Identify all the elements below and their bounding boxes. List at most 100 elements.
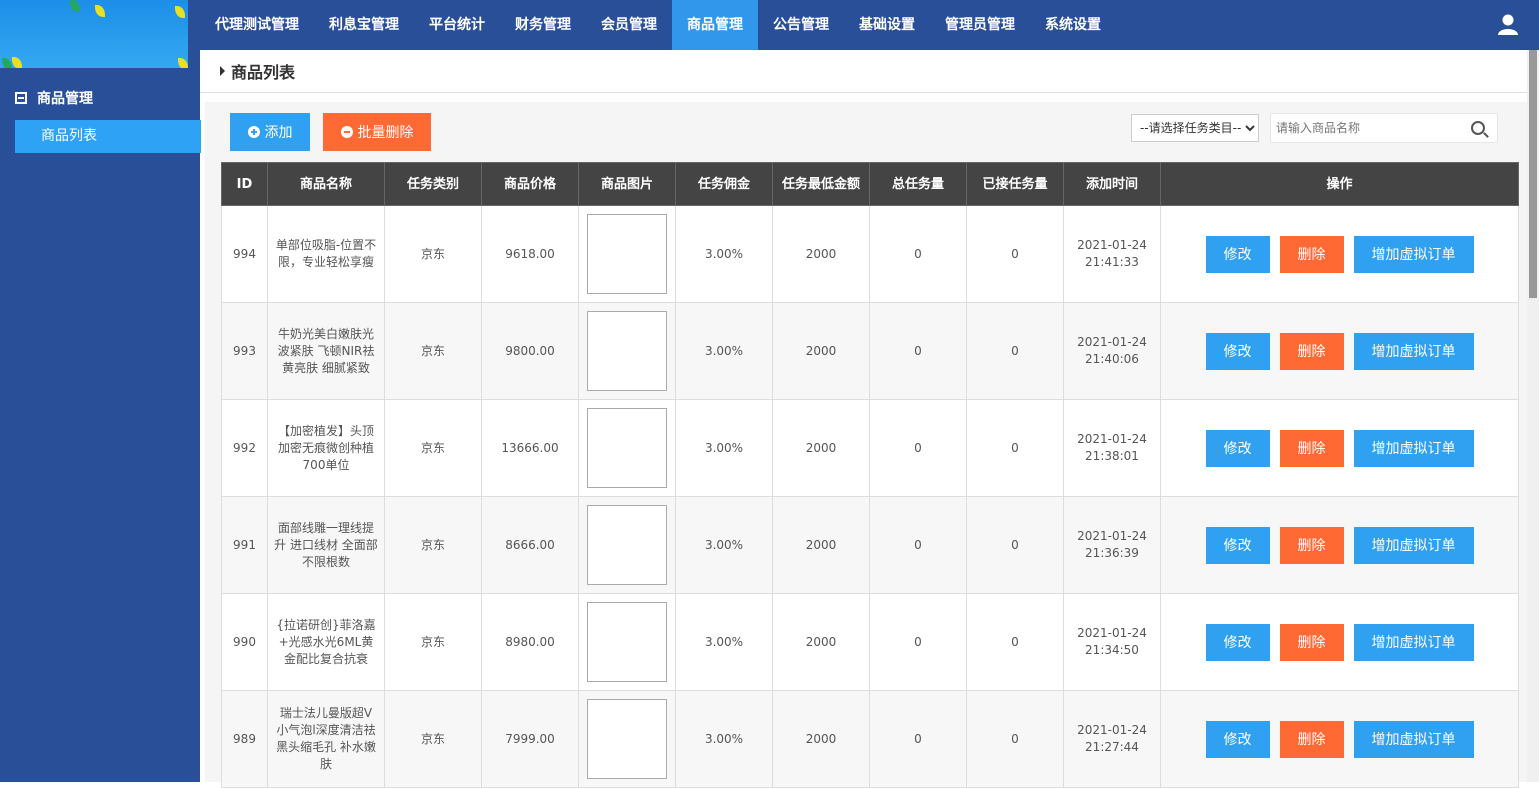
cell-name: 单部位吸脂-位置不限，专业轻松享瘦 [267,205,385,303]
sidebar-item-product-list[interactable]: 商品列表 [15,120,201,153]
price-text: 9618.00 [505,246,555,261]
column-header: ID [221,162,268,206]
broken-image-icon [587,699,667,779]
nav-item[interactable]: 管理员管理 [945,17,1015,33]
logo-banner [0,0,188,68]
column-header: 操作 [1160,162,1519,206]
column-header: 任务类别 [384,162,482,206]
add-button[interactable]: 添加 [230,113,310,151]
content-panel: 添加 批量删除 --请选择任务类目-- ID商品名称任务类别商品价格商品图片任务… [205,102,1527,788]
cell-min: 2000 [772,593,870,691]
cell-commission: 3.00% [675,496,773,594]
cell-type: 京东 [384,302,482,400]
nav-item[interactable]: 平台统计 [429,17,485,33]
cell-commission: 3.00% [675,399,773,497]
search-input[interactable] [1271,114,1461,142]
cell-accepted: 0 [966,399,1064,497]
edit-button[interactable]: 修改 [1205,623,1270,661]
delete-button[interactable]: 删除 [1279,526,1344,564]
cell-time: 2021-01-24 21:40:06 [1063,302,1161,400]
delete-button[interactable]: 删除 [1279,332,1344,370]
nav-item[interactable]: 代理测试管理 [215,17,299,33]
column-header: 任务佣金 [675,162,773,206]
cell-time: 2021-01-24 21:36:39 [1063,496,1161,594]
total-text: 0 [914,634,922,649]
time-text: 21:40:06 [1085,352,1139,366]
date-text: 2021-01-24 [1077,432,1147,446]
price-text: 8666.00 [505,537,555,552]
nav-item[interactable]: 公告管理 [773,17,829,33]
min-text: 2000 [805,343,837,358]
cell-min: 2000 [772,690,870,788]
cell-time: 2021-01-24 21:27:44 [1063,690,1161,788]
user-icon[interactable] [1497,13,1519,35]
collapse-icon[interactable] [15,92,27,104]
nav-item[interactable]: 利息宝管理 [329,17,399,33]
cell-price: 8980.00 [481,593,579,691]
cell-min: 2000 [772,496,870,594]
cell-commission: 3.00% [675,593,773,691]
type-text: 京东 [420,634,445,649]
sidebar-group-product[interactable]: 商品管理 [0,68,200,128]
nav-item[interactable]: 基础设置 [859,17,915,33]
name-text: 牛奶光美白嫩肤光波紧肤 飞顿NIR祛黄亮肤 细腻紧致 [277,326,375,375]
column-header: 总任务量 [869,162,967,206]
commission-text: 3.00% [704,731,744,746]
broken-image-icon [587,311,667,391]
cell-name: {拉诺研创}菲洛嘉+光感水光6ML黄金配比复合抗衰 [267,593,385,691]
accepted-text: 0 [1011,537,1019,552]
delete-button[interactable]: 删除 [1279,429,1344,467]
cell-image [578,496,676,594]
scrollbar-thumb[interactable] [1529,50,1537,298]
id-text: 993 [233,343,256,358]
total-text: 0 [914,731,922,746]
nav-item[interactable]: 会员管理 [601,17,657,33]
nav-item[interactable]: 财务管理 [515,17,571,33]
id-text: 992 [233,440,256,455]
scrollbar[interactable] [1527,50,1539,782]
add-virtual-order-button[interactable]: 增加虚拟订单 [1353,429,1474,467]
edit-button[interactable]: 修改 [1205,332,1270,370]
caret-right-icon [220,66,225,76]
price-text: 13666.00 [501,440,559,455]
edit-button[interactable]: 修改 [1205,720,1270,758]
date-text: 2021-01-24 [1077,723,1147,737]
product-table: ID 商品名称 任务类别 商品价格 商品图片 任务佣金 任务最低金额 总任务量 已接任务量 添加时… [221,162,1519,788]
add-virtual-order-button[interactable]: 增加虚拟订单 [1353,526,1474,564]
search-icon[interactable] [1471,121,1485,135]
cell-type: 京东 [384,496,482,594]
table-row: 991 面部线雕一理线提升 进口线材 全面部 不限根数 京东 8666.00 3… [221,496,1519,594]
cell-id: 994 [221,205,268,303]
nav-item[interactable]: 系统设置 [1045,17,1101,33]
min-text: 2000 [805,246,837,261]
commission-text: 3.00% [704,246,744,261]
category-select[interactable]: --请选择任务类目-- [1131,114,1259,142]
add-virtual-order-button[interactable]: 增加虚拟订单 [1353,235,1474,273]
date-text: 2021-01-24 [1077,529,1147,543]
delete-button[interactable]: 删除 [1279,623,1344,661]
cell-name: 面部线雕一理线提升 进口线材 全面部 不限根数 [267,496,385,594]
batch-delete-button[interactable]: 批量删除 [323,113,431,151]
cell-accepted: 0 [966,302,1064,400]
name-text: 【加密植发】头顶加密无痕微创种植700单位 [277,423,374,472]
min-text: 2000 [805,634,837,649]
edit-button[interactable]: 修改 [1205,429,1270,467]
edit-button[interactable]: 修改 [1205,526,1270,564]
cell-min: 2000 [772,302,870,400]
type-text: 京东 [420,537,445,552]
add-virtual-order-button[interactable]: 增加虚拟订单 [1353,332,1474,370]
total-text: 0 [914,440,922,455]
delete-button[interactable]: 删除 [1279,235,1344,273]
add-virtual-order-button[interactable]: 增加虚拟订单 [1353,623,1474,661]
column-header: 商品名称 [267,162,385,206]
delete-button[interactable]: 删除 [1279,720,1344,758]
edit-button[interactable]: 修改 [1205,235,1270,273]
nav-item-active[interactable]: 商品管理 [672,0,758,50]
sidebar-group-label: 商品管理 [37,91,93,107]
cell-time: 2021-01-24 21:41:33 [1063,205,1161,303]
broken-image-icon [587,602,667,682]
date-text: 2021-01-24 [1077,335,1147,349]
add-virtual-order-button[interactable]: 增加虚拟订单 [1353,720,1474,758]
cell-id: 993 [221,302,268,400]
column-header: 添加时间 [1063,162,1161,206]
